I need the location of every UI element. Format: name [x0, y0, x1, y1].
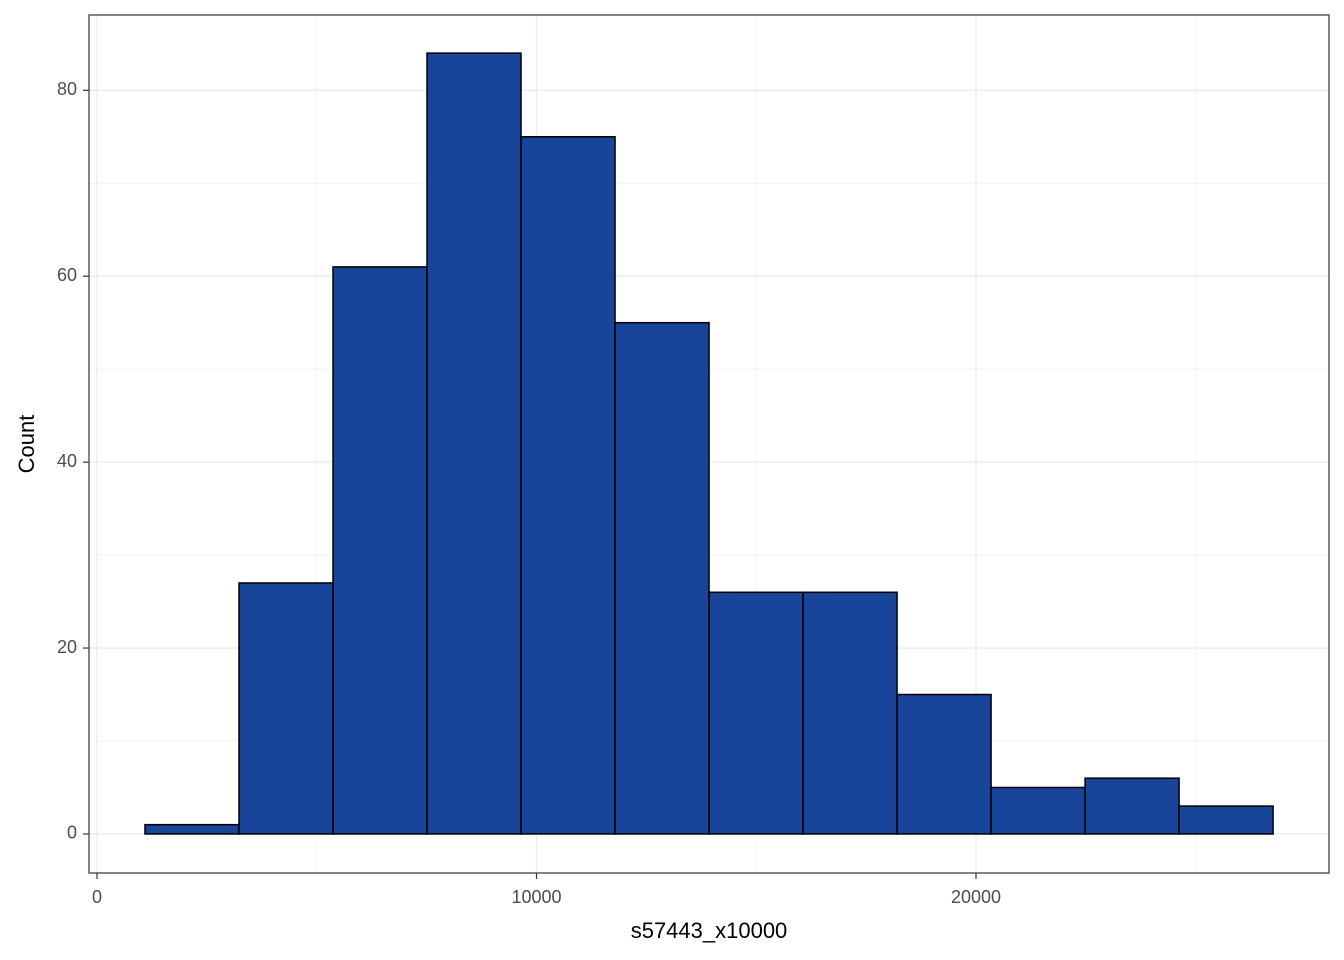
bar [614, 321, 710, 835]
y-tick-label: 0 [67, 823, 77, 843]
x-tick-label: 10000 [511, 887, 561, 907]
bar [1178, 805, 1274, 835]
panel-border [88, 14, 1330, 874]
bar [520, 136, 616, 835]
x-tick-label: 0 [92, 887, 102, 907]
y-axis-title: Count [14, 415, 39, 474]
y-tick-label: 60 [57, 265, 77, 285]
bar [708, 591, 804, 835]
bar [802, 591, 898, 835]
x-tick-label: 20000 [951, 887, 1001, 907]
bar [144, 823, 240, 835]
bars [144, 52, 1274, 835]
bar [332, 266, 428, 835]
bar [426, 52, 522, 835]
x-axis-title: s57443_x10000 [631, 918, 788, 943]
y-tick-label: 20 [57, 637, 77, 657]
bar [1084, 777, 1180, 835]
bar [238, 582, 334, 835]
bar [896, 693, 992, 835]
y-tick-label: 80 [57, 79, 77, 99]
bar [990, 786, 1086, 835]
y-tick-label: 40 [57, 451, 77, 471]
